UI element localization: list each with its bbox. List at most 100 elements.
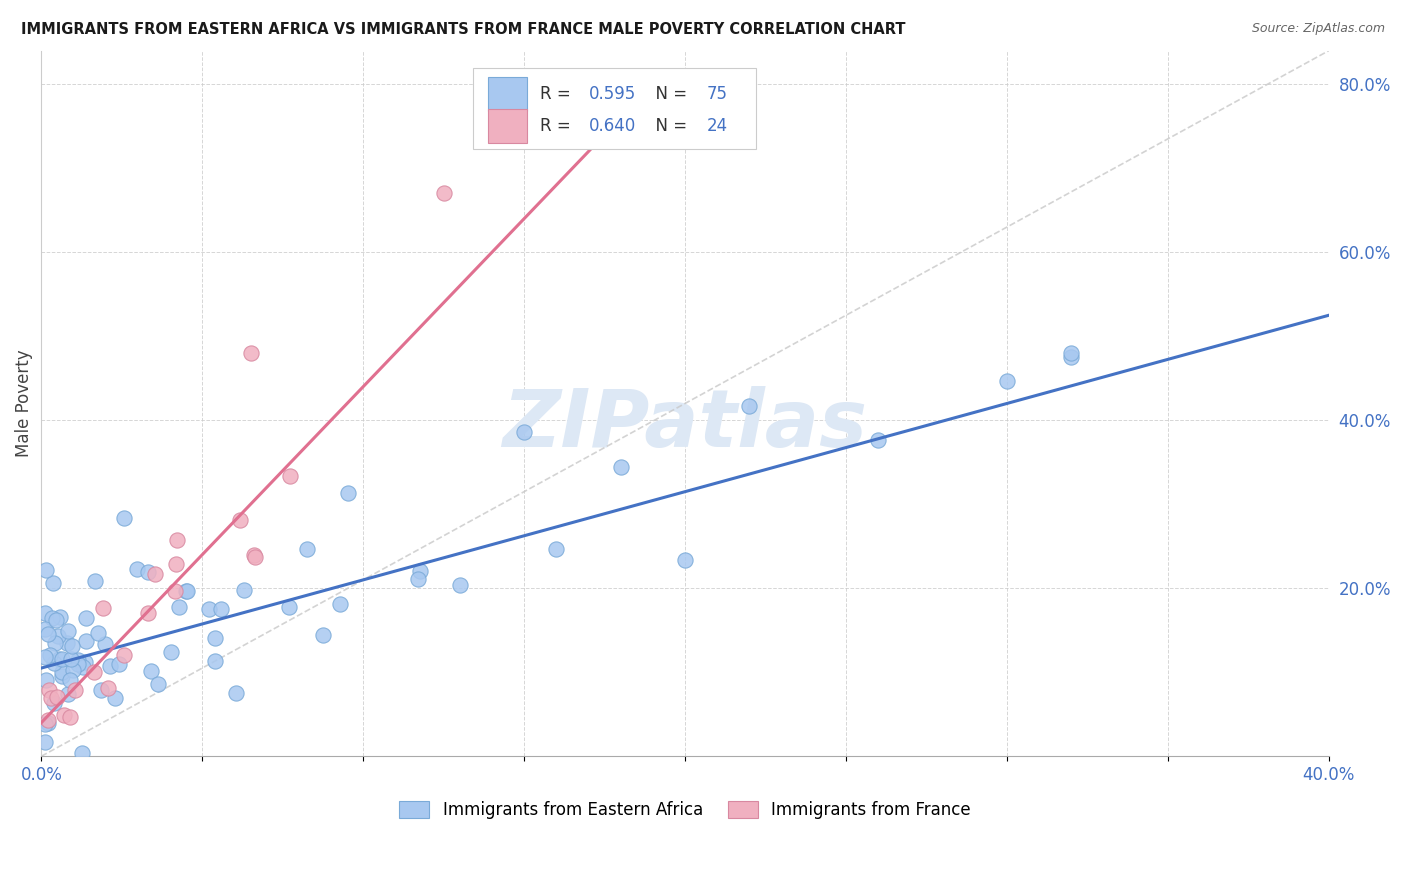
Point	[48, 652, 70, 666]
Point	[39, 690, 62, 705]
Point	[52, 707, 75, 722]
Point	[409, 564, 432, 578]
Point	[112, 648, 135, 663]
Point	[176, 584, 198, 599]
Point	[39, 648, 62, 662]
Point	[165, 557, 187, 571]
Point	[75, 634, 97, 648]
Point	[90, 683, 112, 698]
Point	[75, 655, 97, 669]
Point	[513, 425, 536, 439]
Point	[37, 714, 59, 728]
Text: R =: R =	[540, 117, 575, 136]
Point	[209, 602, 232, 616]
Point	[51, 651, 73, 665]
Point	[868, 434, 890, 448]
Point	[35, 673, 58, 687]
Point	[112, 510, 135, 524]
Point	[38, 682, 60, 697]
Point	[125, 561, 148, 575]
Point	[83, 665, 105, 680]
Y-axis label: Male Poverty: Male Poverty	[15, 350, 32, 458]
Point	[67, 653, 90, 667]
Point	[336, 485, 359, 500]
FancyBboxPatch shape	[488, 77, 527, 111]
Point	[66, 657, 89, 671]
Point	[167, 599, 190, 614]
Point	[163, 583, 186, 598]
Point	[44, 636, 66, 650]
Point	[225, 686, 247, 700]
Point	[42, 575, 65, 590]
Point	[242, 549, 264, 563]
Point	[198, 602, 221, 616]
Point	[56, 624, 79, 638]
Point	[56, 636, 79, 650]
Point	[49, 610, 72, 624]
Point	[45, 690, 67, 704]
Point	[72, 660, 94, 674]
Point	[433, 186, 456, 201]
Point	[37, 716, 59, 731]
Point	[204, 631, 226, 645]
Point	[34, 759, 56, 773]
Legend: Immigrants from Eastern Africa, Immigrants from France: Immigrants from Eastern Africa, Immigran…	[392, 794, 977, 825]
Point	[995, 374, 1018, 388]
Point	[34, 734, 56, 748]
Point	[673, 553, 696, 567]
Point	[143, 567, 166, 582]
Point	[174, 584, 197, 599]
Point	[75, 611, 97, 625]
Point	[98, 658, 121, 673]
Point	[546, 542, 568, 557]
Point	[97, 681, 120, 696]
Point	[37, 626, 59, 640]
Point	[58, 687, 80, 701]
FancyBboxPatch shape	[472, 69, 756, 150]
Point	[738, 399, 761, 413]
Point	[35, 563, 58, 577]
Point	[60, 652, 83, 666]
Point	[139, 665, 162, 679]
Text: IMMIGRANTS FROM EASTERN AFRICA VS IMMIGRANTS FROM FRANCE MALE POVERTY CORRELATIO: IMMIGRANTS FROM EASTERN AFRICA VS IMMIGR…	[21, 22, 905, 37]
Point	[136, 565, 159, 579]
Point	[229, 513, 252, 527]
Point	[136, 607, 159, 621]
Point	[609, 460, 631, 475]
Point	[34, 606, 56, 620]
Point	[46, 629, 69, 643]
Point	[160, 644, 183, 658]
Point	[34, 650, 56, 665]
Point	[65, 683, 87, 698]
Point	[58, 773, 80, 788]
Text: 24: 24	[707, 117, 728, 136]
Point	[204, 654, 226, 668]
Point	[406, 573, 429, 587]
Point	[51, 669, 73, 683]
Point	[278, 469, 301, 483]
Point	[87, 626, 110, 640]
Text: N =: N =	[645, 85, 693, 103]
Text: 0.640: 0.640	[589, 117, 636, 136]
Point	[51, 665, 73, 680]
Text: ZIPatlas: ZIPatlas	[502, 385, 868, 464]
Point	[329, 597, 352, 611]
Point	[41, 611, 63, 625]
Point	[312, 628, 335, 642]
Text: R =: R =	[540, 85, 575, 103]
Point	[278, 599, 301, 614]
Point	[295, 541, 318, 556]
Point	[449, 578, 471, 592]
Point	[84, 574, 107, 588]
FancyBboxPatch shape	[488, 109, 527, 143]
Point	[1060, 346, 1083, 360]
Point	[232, 582, 254, 597]
Point	[45, 613, 67, 627]
Point	[166, 533, 188, 547]
Point	[34, 717, 56, 731]
Point	[44, 656, 66, 670]
Text: 0.595: 0.595	[589, 85, 636, 103]
Point	[60, 639, 83, 653]
Text: N =: N =	[645, 117, 693, 136]
Point	[243, 549, 266, 564]
